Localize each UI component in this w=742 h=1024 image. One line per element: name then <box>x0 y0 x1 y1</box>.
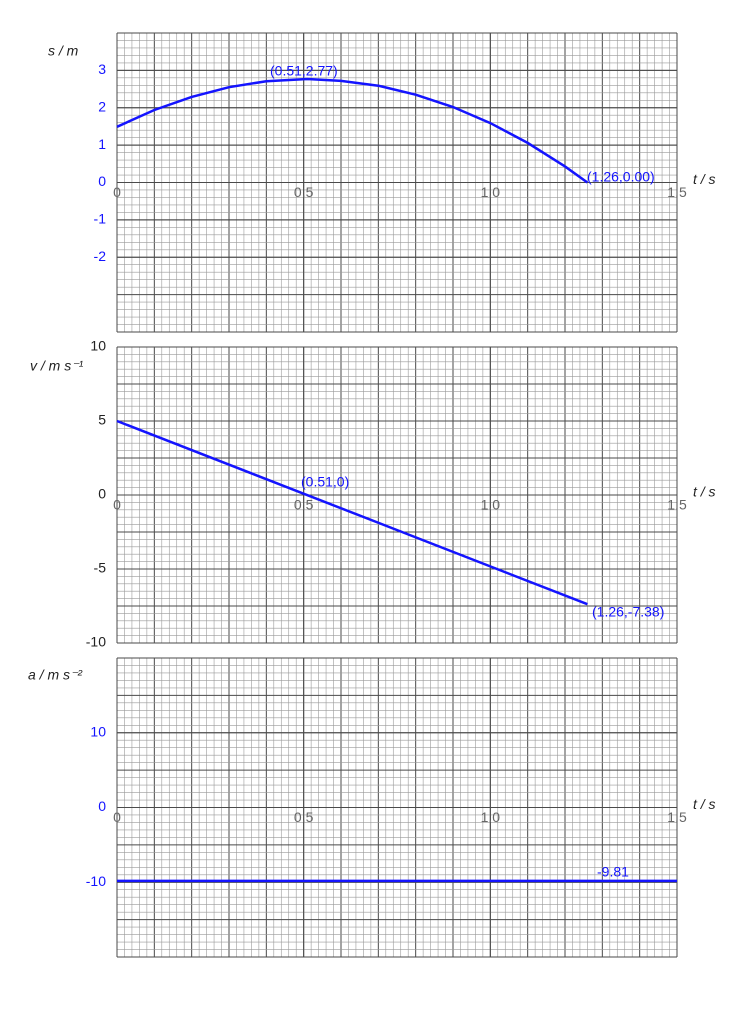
y-tick-label: 3 <box>98 61 106 77</box>
x-tick-label: 1.5 <box>667 184 687 200</box>
x-tick-label: 1.5 <box>667 809 687 825</box>
annotation: (0.51,2.77) <box>270 63 338 79</box>
y-tick-label: -1 <box>94 211 107 227</box>
y-axis-label: s / m <box>48 43 79 59</box>
y-axis-label: v / m s⁻¹ <box>30 358 84 374</box>
x-axis-label: t / s <box>693 171 716 187</box>
y-tick-label: -5 <box>94 560 107 576</box>
annotation: -9.81 <box>597 864 629 880</box>
y-tick-label: 2 <box>98 98 106 114</box>
x-tick-label: 0 <box>113 809 121 825</box>
x-tick-label: 1.0 <box>481 809 501 825</box>
x-tick-label: 1.5 <box>667 497 687 513</box>
y-tick-label: 10 <box>90 723 106 739</box>
x-axis-label: t / s <box>693 484 716 500</box>
x-axis-label: t / s <box>693 796 716 812</box>
y-axis-label: a / m s⁻² <box>28 667 83 683</box>
x-tick-label: 0.5 <box>294 809 314 825</box>
x-tick-label: 0 <box>113 497 121 513</box>
y-tick-label: 0 <box>98 173 106 189</box>
y-tick-label: -10 <box>86 634 106 650</box>
y-tick-label: -10 <box>86 873 106 889</box>
y-tick-label: 10 <box>90 338 106 354</box>
annotation: (0.51,0) <box>301 474 349 490</box>
annotation: (1.26,-7.38) <box>592 604 664 620</box>
y-tick-label: 0 <box>98 486 106 502</box>
data-line <box>116 77 589 184</box>
y-tick-label: 5 <box>98 412 106 428</box>
y-tick-label: 0 <box>98 798 106 814</box>
x-tick-label: 0 <box>113 184 121 200</box>
x-tick-label: 0.5 <box>294 184 314 200</box>
y-tick-label: 1 <box>98 136 106 152</box>
annotation: (1.26,0.00) <box>587 169 655 185</box>
data-line <box>116 419 588 606</box>
x-tick-label: 1.0 <box>481 497 501 513</box>
y-tick-label: -2 <box>94 248 107 264</box>
x-tick-label: 1.0 <box>481 184 501 200</box>
x-tick-label: 0.5 <box>294 497 314 513</box>
